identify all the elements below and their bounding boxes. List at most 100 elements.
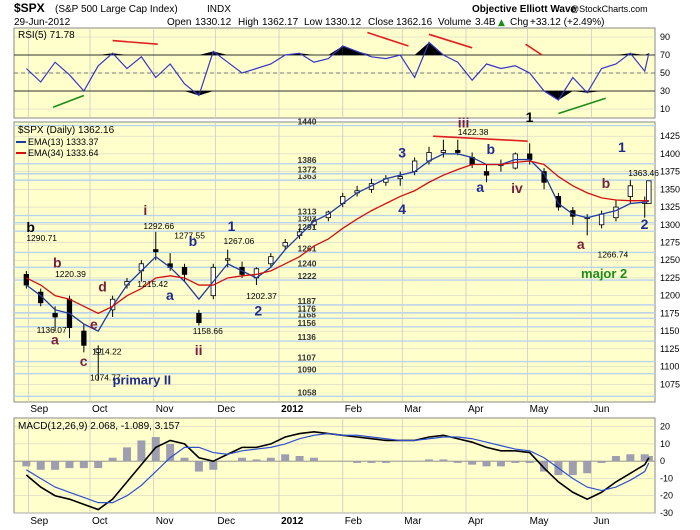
price-value-label: 1266.74 — [597, 249, 628, 259]
macd-histogram-bar — [194, 461, 203, 472]
high-label: High — [238, 17, 259, 28]
price-value-label: 1292.66 — [143, 221, 174, 231]
wave-label: b — [189, 233, 198, 249]
macd-histogram-bar — [223, 461, 232, 462]
price-value-label: 1277.55 — [174, 230, 205, 240]
wave-label: b — [487, 141, 496, 157]
price-candle-body — [181, 266, 188, 275]
price-candle-body — [282, 242, 288, 247]
macd-tick-label: -30 — [660, 508, 673, 518]
price-value-label: 1220.39 — [55, 269, 86, 279]
high-value: 1362.17 — [262, 17, 299, 28]
price-candle-body — [52, 312, 58, 318]
fib-level-label: 1156 — [298, 318, 317, 328]
price-candle-body — [23, 274, 29, 286]
fib-level-label: 1090 — [298, 365, 317, 375]
rsi-tick-label: 90 — [660, 32, 670, 42]
macd-histogram-bar — [108, 457, 117, 462]
macd-histogram-bar — [425, 459, 434, 462]
macd-histogram-bar — [151, 437, 160, 462]
price-value-label: 1202.37 — [246, 291, 277, 301]
x-tick-label: Mar — [404, 404, 422, 415]
price-candle-body — [555, 196, 562, 208]
macd-histogram-bar — [94, 461, 103, 469]
fib-level-label: 1440 — [298, 117, 317, 127]
x-tick-label: Feb — [345, 516, 363, 527]
low-value: 1330.12 — [325, 17, 362, 28]
price-value-label: 1267.06 — [224, 236, 255, 246]
ema13-line — [25, 153, 649, 332]
x-tick-label: Nov — [156, 404, 174, 415]
macd-histogram-bar — [367, 461, 376, 463]
wave-label: c — [80, 353, 88, 369]
rsi-line — [25, 41, 650, 101]
macd-histogram-bar — [568, 461, 577, 475]
price-candle-body — [527, 153, 533, 160]
x-tick-label: Apr — [468, 516, 484, 527]
price-tick-label: 1350 — [660, 184, 680, 194]
price-candle-body — [81, 330, 87, 346]
fib-level-label: 1176 — [298, 304, 317, 314]
wave-label: b — [26, 219, 35, 235]
wave-label: e — [90, 316, 98, 332]
macd-histogram-bar — [396, 461, 405, 462]
macd-histogram-bar — [324, 461, 333, 462]
rsi-trend-annotation — [52, 94, 85, 108]
chart-watermark-right: @StockCharts.com — [570, 4, 648, 14]
macd-title: MACD(12,26,9) 2.068, -1.089, 3.157 — [18, 421, 180, 432]
wave-label: b — [602, 175, 611, 191]
fib-level-label: 1313 — [298, 207, 317, 217]
chg-label: Chg — [510, 17, 528, 28]
chart-exchange: INDX — [207, 4, 231, 15]
macd-histogram-bar — [209, 461, 218, 470]
macd-histogram-bar — [252, 459, 261, 462]
price-title: $SPX (Daily) 1362.16 — [18, 125, 115, 136]
wave-label: 4 — [398, 201, 406, 217]
price-tick-label: 1200 — [660, 291, 680, 301]
ema34-line — [26, 160, 649, 315]
macd-histogram-bar — [166, 443, 175, 462]
rsi-tick-label: 70 — [660, 50, 670, 60]
x-tick-label: Nov — [156, 516, 174, 527]
macd-histogram-bar — [525, 461, 534, 463]
rsi-tick-label: 50 — [660, 68, 670, 78]
fib-level-label: 1372 — [298, 165, 317, 175]
fib-level-label: 1363 — [298, 171, 317, 181]
wave-label: 3 — [398, 144, 406, 160]
price-tick-label: 1300 — [660, 220, 680, 230]
price-tick-label: 1100 — [660, 362, 679, 372]
x-tick-label: Oct — [92, 516, 108, 527]
chart-name: (S&P 500 Large Cap Index) — [55, 4, 178, 15]
wave-label: major 2 — [581, 266, 627, 281]
macd-histogram-bar — [137, 440, 146, 462]
price-candle-body — [598, 213, 605, 226]
macd-histogram-bar — [597, 461, 606, 463]
macd-histogram-bar — [353, 461, 362, 463]
wave-label: i — [143, 202, 147, 218]
price-candle-body — [455, 149, 461, 153]
macd-histogram-bar — [410, 461, 419, 462]
wave-label: a — [166, 287, 174, 303]
x-tick-label: Dec — [217, 404, 235, 415]
price-tick-label: 1150 — [660, 326, 679, 336]
rsi-overbought-fill — [299, 53, 314, 55]
price-candle-body — [153, 249, 159, 253]
macd-histogram-bar — [611, 456, 620, 462]
macd-signal-line — [26, 432, 650, 504]
open-label: Open — [167, 17, 191, 28]
wave-label: 1 — [618, 139, 626, 155]
price-candle-body — [646, 180, 652, 204]
wave-label: iv — [511, 180, 523, 196]
rsi-overbought-fill — [615, 53, 631, 55]
chart-watermark-left: Objective Elliott Wave — [472, 4, 577, 15]
fib-level-label: 1386 — [298, 155, 317, 165]
price-candle-body — [95, 348, 101, 353]
wave-labels-layer: b1290.71b1220.39d1136.07ae1114.22c1074.7… — [26, 109, 659, 387]
fib-level-label: 1261 — [298, 243, 317, 253]
macd-tick-label: 20 — [660, 422, 670, 432]
price-tick-label: 1075 — [660, 379, 680, 389]
price-tick-label: 1225 — [660, 273, 680, 283]
price-tick-label: 1375 — [660, 167, 680, 177]
